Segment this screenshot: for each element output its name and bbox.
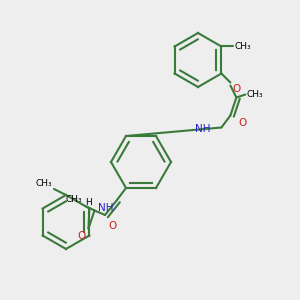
Text: O: O — [232, 84, 240, 94]
Text: O: O — [108, 221, 116, 231]
Text: O: O — [238, 118, 246, 128]
Text: NH: NH — [195, 124, 211, 134]
Text: CH₃: CH₃ — [235, 42, 251, 51]
Text: H: H — [85, 199, 92, 208]
Text: CH₃: CH₃ — [247, 90, 263, 99]
Text: NH: NH — [98, 203, 114, 213]
Text: CH₃: CH₃ — [36, 178, 52, 188]
Text: O: O — [77, 232, 86, 242]
Text: CH₃: CH₃ — [66, 196, 82, 205]
